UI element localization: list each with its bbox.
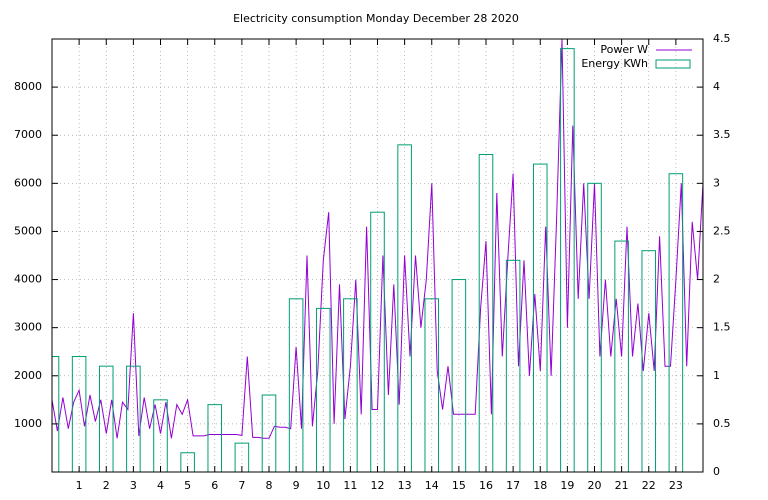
- bar: [52, 356, 60, 472]
- x-tick-label: 18: [533, 479, 547, 492]
- x-tick-label: 13: [398, 479, 412, 492]
- x-tick-label: 16: [479, 479, 493, 492]
- y2-tick-label: 2.5: [713, 224, 731, 237]
- x-tick-label: 5: [184, 479, 191, 492]
- y-tick-label: 7000: [14, 128, 42, 141]
- y2-tick-label: 0: [713, 465, 720, 478]
- y2-tick-label: 0.5: [713, 417, 731, 430]
- y2-tick-label: 4: [713, 80, 720, 93]
- bar: [424, 298, 440, 472]
- x-tick-label: 10: [316, 479, 330, 492]
- x-tick-label: 9: [293, 479, 300, 492]
- y2-tick-label: 3.5: [713, 128, 731, 141]
- y-tick-label: 6000: [14, 176, 42, 189]
- legend-label: Power W: [600, 43, 648, 56]
- x-tick-label: 22: [642, 479, 656, 492]
- x-tick-label: 6: [211, 479, 218, 492]
- x-tick-label: 20: [588, 479, 602, 492]
- bar: [397, 144, 412, 472]
- y2-tick-label: 1: [713, 369, 720, 382]
- y2-tick-label: 4.5: [713, 32, 731, 45]
- x-tick-label: 14: [425, 479, 439, 492]
- x-tick-label: 15: [452, 479, 466, 492]
- y-tick-label: 2000: [14, 369, 42, 382]
- y2-tick-label: 1.5: [713, 321, 731, 334]
- bar: [532, 163, 548, 472]
- x-tick-label: 1: [76, 479, 83, 492]
- bar: [71, 356, 87, 472]
- y2-tick-label: 2: [713, 273, 720, 286]
- x-tick-label: 3: [130, 479, 137, 492]
- bar: [641, 250, 657, 472]
- x-tick-label: 4: [157, 479, 164, 492]
- y-tick-label: 8000: [14, 80, 42, 93]
- y-tick-label: 1000: [14, 417, 42, 430]
- x-tick-label: 7: [238, 479, 245, 492]
- bar: [153, 399, 168, 472]
- x-tick-label: 19: [560, 479, 574, 492]
- power-line: [52, 39, 703, 439]
- plot-area: [52, 39, 703, 472]
- bar: [505, 259, 521, 472]
- bar: [478, 153, 494, 472]
- legend-label: Energy KWh: [581, 57, 648, 70]
- x-tick-label: 23: [669, 479, 683, 492]
- bar: [207, 404, 223, 472]
- y-tick-label: 4000: [14, 273, 42, 286]
- x-tick-label: 17: [506, 479, 520, 492]
- bar: [614, 240, 629, 472]
- y2-tick-label: 3: [713, 176, 720, 189]
- y-tick-label: 3000: [14, 321, 42, 334]
- bar: [261, 394, 277, 472]
- bar: [288, 298, 304, 472]
- legend-swatch: [655, 59, 691, 69]
- bar: [343, 298, 358, 472]
- x-tick-label: 2: [103, 479, 110, 492]
- x-tick-label: 11: [343, 479, 357, 492]
- axes: 1 2 3 4 5 6 7 8 9 10 11 12 13 14 15 16 17 18 19 20 21 22 23100…: [14, 32, 731, 492]
- chart-title: Electricity consumption Monday December …: [233, 12, 519, 25]
- x-tick-label: 21: [615, 479, 629, 492]
- bar: [560, 48, 575, 472]
- x-tick-label: 12: [371, 479, 385, 492]
- y-tick-label: 5000: [14, 224, 42, 237]
- x-tick-label: 8: [266, 479, 273, 492]
